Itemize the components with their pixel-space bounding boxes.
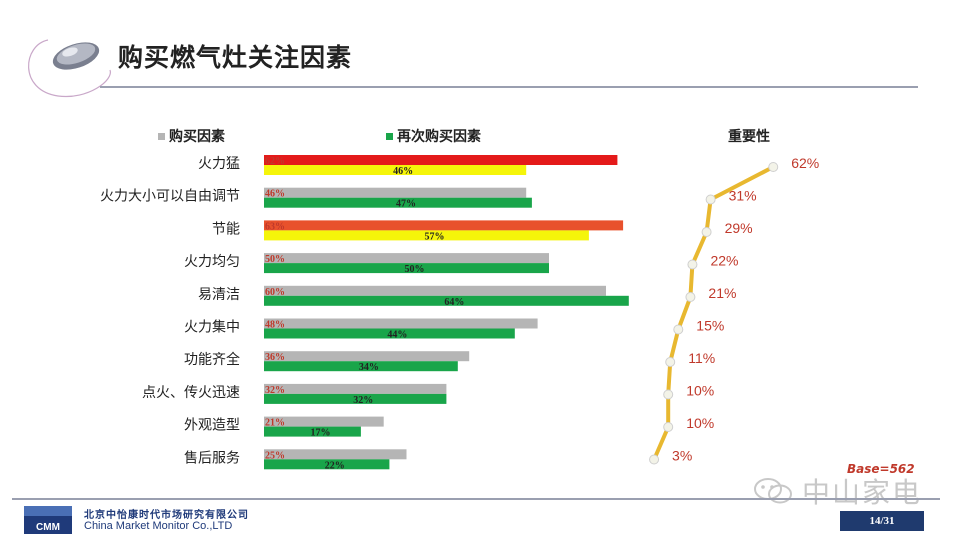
page-title: 购买燃气灶关注因素 (118, 43, 353, 72)
bar-rebuy (264, 459, 390, 470)
legend-buy-swatch (158, 132, 165, 140)
bar-buy (264, 155, 618, 165)
category-label: 点火、传火迅速 (142, 385, 240, 401)
bar-rebuy (264, 426, 361, 437)
bar-buy (264, 449, 407, 460)
bar-buy-label: 50% (265, 254, 285, 265)
base-label: Base=562 (847, 462, 915, 476)
bar-buy-label: 36% (265, 352, 285, 363)
importance-label: 29% (725, 220, 753, 236)
category-label: 易清洁 (198, 287, 240, 303)
bar-rebuy (264, 295, 629, 306)
company-name-en: China Market Monitor Co.,LTD (84, 520, 233, 532)
bar-buy-label: 32% (265, 385, 285, 396)
bar-rebuy (264, 393, 447, 404)
importance-label: 10% (686, 383, 714, 399)
category-label: 火力集中 (184, 319, 240, 336)
footer-divider (12, 498, 940, 500)
importance-point (665, 357, 676, 367)
importance-point (687, 259, 698, 270)
svg-text:CMM: CMM (36, 522, 60, 533)
category-label: 火力均匀 (184, 254, 240, 270)
bar-buy (264, 285, 606, 296)
legend-buy-label: 购买因素 (169, 129, 225, 145)
importance-label: 31% (729, 188, 757, 204)
bar-rebuy-label: 64% (444, 297, 464, 308)
importance-point (701, 227, 712, 237)
bar-buy-label: 62% (265, 156, 285, 167)
bar-rebuy (264, 197, 532, 208)
bar-rebuy (264, 230, 589, 241)
importance-point (705, 194, 716, 205)
importance-point (685, 292, 696, 302)
bar-buy-label: 46% (265, 189, 285, 200)
bar-buy (264, 187, 527, 198)
importance-label: 3% (672, 448, 692, 464)
importance-line (652, 165, 775, 461)
category-label: 售后服务 (184, 450, 240, 466)
watermark-text: 中山家电 (802, 476, 923, 509)
importance-label: 62% (791, 155, 819, 171)
bar-buy (264, 318, 538, 329)
bar-buy-label: 21% (265, 418, 285, 429)
bar-rebuy (264, 165, 527, 175)
importance-label: 10% (686, 415, 714, 431)
legend-rebuy: 再次购买因素 (386, 126, 481, 146)
bar-rebuy-label: 32% (353, 395, 373, 406)
importance-point (663, 422, 674, 432)
bar-buy-label: 25% (265, 450, 285, 461)
importance-label: 21% (708, 285, 736, 301)
bar-rebuy-label: 44% (387, 330, 407, 341)
title-divider (100, 86, 918, 88)
company-logo: CMM (24, 506, 72, 534)
bar-buy (264, 383, 447, 394)
bar-rebuy-label: 46% (393, 166, 413, 177)
bar-buy-label: 48% (265, 320, 285, 331)
page-number: 14/31 (840, 511, 924, 531)
bar-buy-label: 63% (265, 221, 285, 232)
importance-point (649, 454, 660, 465)
legend-buy: 购买因素 (158, 126, 225, 146)
mouse-icon (28, 39, 111, 98)
bar-rebuy (264, 263, 549, 274)
bar-rebuy-label: 17% (310, 428, 330, 439)
bar-rebuy-label: 22% (325, 460, 345, 471)
importance-label: 22% (710, 253, 738, 269)
importance-label: 15% (696, 318, 724, 334)
bar-buy-label: 60% (265, 287, 285, 298)
category-label: 火力大小可以自由调节 (100, 189, 240, 205)
importance-point (768, 162, 779, 172)
legend-rebuy-swatch (386, 132, 393, 140)
importance-label: 11% (688, 350, 715, 366)
wechat-icon (754, 478, 792, 504)
bar-rebuy-label: 50% (405, 264, 425, 275)
category-label: 火力猛 (198, 156, 240, 172)
bar-rebuy (264, 361, 458, 372)
bar-rebuy-label: 34% (359, 362, 379, 373)
bar-buy (264, 416, 384, 427)
importance-point (673, 324, 684, 335)
bar-buy (264, 220, 624, 231)
category-label: 节能 (212, 221, 240, 237)
company-name-cn: 北京中怡康时代市场研究有限公司 (84, 510, 249, 521)
bar-buy (264, 351, 470, 362)
importance-title: 重要性 (728, 129, 770, 145)
importance-point (663, 389, 674, 400)
bar-rebuy-label: 57% (424, 231, 444, 242)
bar-rebuy (264, 328, 515, 339)
bar-buy (264, 253, 549, 264)
category-label: 功能齐全 (184, 351, 240, 368)
category-label: 外观造型 (184, 418, 240, 434)
legend-rebuy-label: 再次购买因素 (397, 129, 481, 145)
bar-rebuy-label: 47% (396, 199, 416, 210)
